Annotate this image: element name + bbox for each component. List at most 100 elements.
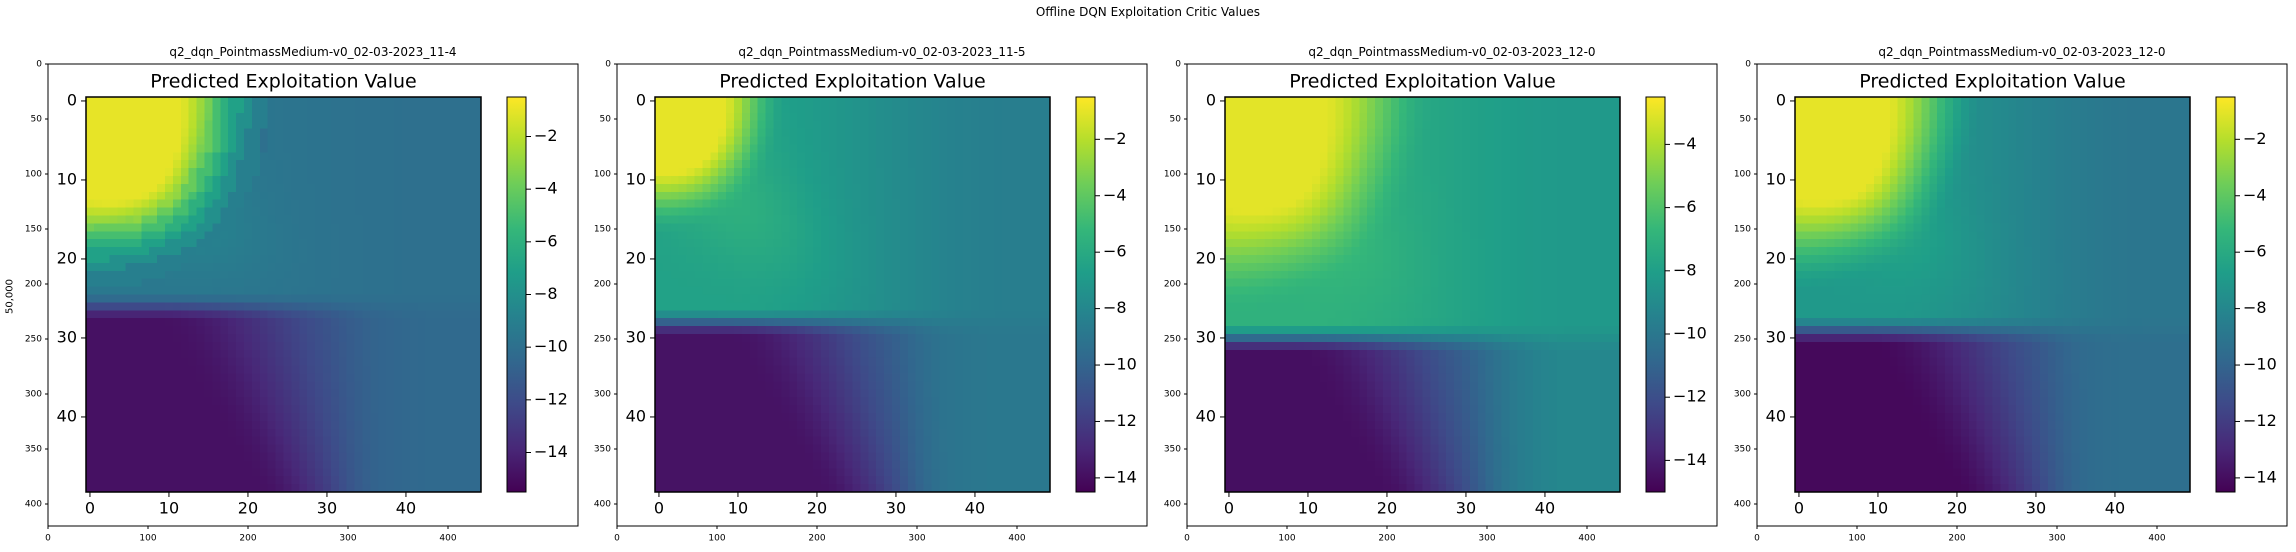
heatmap-ytick-label: 30 — [57, 327, 77, 346]
heatmap-cell — [386, 405, 395, 414]
heatmap-cell — [354, 326, 363, 335]
heatmap-cell — [805, 381, 814, 390]
heatmap-cell — [915, 334, 925, 343]
heatmap-cell — [884, 270, 893, 280]
heatmap-cell — [338, 270, 348, 280]
heatmap-cell — [655, 168, 664, 177]
heatmap-cell — [251, 278, 261, 288]
heatmap-cell — [244, 413, 253, 422]
heatmap-cell — [109, 365, 119, 374]
heatmap-cell — [860, 104, 869, 114]
heatmap-cell — [402, 294, 411, 303]
heatmap-cell — [1042, 128, 1051, 137]
heatmap-cell — [820, 286, 830, 295]
heatmap-cell — [955, 152, 964, 161]
heatmap-cell — [275, 160, 284, 169]
heatmap-cell — [267, 160, 277, 169]
heatmap-cell — [963, 239, 972, 248]
heatmap-cell — [275, 97, 284, 106]
heatmap-cells — [86, 97, 482, 493]
heatmap-cell — [457, 270, 466, 280]
heatmap-cell — [86, 310, 95, 319]
heatmap-cell — [1010, 239, 1019, 248]
heatmap-cell — [212, 476, 221, 485]
heatmap-cell — [892, 247, 901, 256]
heatmap-cell — [686, 160, 695, 169]
heatmap-cell — [899, 168, 909, 177]
heatmap-cell — [686, 223, 695, 232]
heatmap-cell — [101, 262, 111, 272]
heatmap-cell — [299, 120, 308, 130]
heatmap-cell — [275, 357, 284, 367]
heatmap-cell — [330, 128, 340, 137]
heatmap-cell — [757, 373, 767, 382]
heatmap-cell — [165, 397, 174, 406]
heatmap-cell — [172, 318, 182, 327]
heatmap-cell — [402, 144, 411, 153]
heatmap-cell — [196, 97, 205, 106]
heatmap-cell — [655, 341, 664, 351]
heatmap-cell — [251, 326, 261, 335]
heatmap-cell — [963, 247, 972, 256]
heatmap-cell — [180, 152, 190, 161]
heatmap-cell — [749, 160, 759, 169]
heatmap-cell — [686, 326, 695, 335]
heatmap-cell — [228, 278, 237, 288]
heatmap-cell — [757, 199, 767, 209]
heatmap-cell — [828, 223, 838, 232]
heatmap-cell — [283, 341, 292, 351]
heatmap-cell — [149, 365, 158, 374]
heatmap-cell — [702, 112, 711, 122]
heatmap-cell — [417, 168, 427, 177]
heatmap-cell — [330, 215, 340, 224]
heatmap-cell — [220, 318, 229, 327]
heatmap-cell — [907, 341, 917, 351]
heatmap-cell — [165, 326, 174, 335]
heatmap-cell — [251, 97, 261, 106]
heatmap-cell — [947, 207, 956, 216]
heatmap-cell — [338, 128, 348, 137]
heatmap-cell — [251, 373, 261, 382]
heatmap-cell — [315, 136, 324, 145]
heatmap-cell — [196, 152, 205, 161]
heatmap-cell — [101, 334, 111, 343]
heatmap-cell — [425, 191, 435, 201]
heatmap-cell — [386, 199, 395, 209]
heatmap-cell — [86, 334, 95, 343]
heatmap-cell — [402, 136, 411, 145]
heatmap-cell — [923, 405, 932, 414]
heatmap-cell — [1010, 247, 1019, 256]
heatmap-cell — [939, 112, 948, 122]
heatmap-cell — [1002, 270, 1011, 280]
heatmap-cell — [465, 144, 474, 153]
heatmap-cell — [955, 255, 964, 264]
heatmap-cell — [702, 199, 711, 209]
heatmap-cell — [409, 460, 419, 469]
heatmap-cell — [244, 302, 253, 311]
heatmap-cell — [354, 255, 363, 264]
heatmap-cell — [180, 357, 190, 367]
heatmap-cell — [986, 215, 996, 224]
heatmap-cell — [125, 231, 134, 240]
heatmap-cell — [670, 112, 680, 122]
heatmap-cell — [678, 255, 688, 264]
heatmap-cell — [125, 389, 134, 398]
heatmap-cell — [899, 223, 909, 232]
heatmap-cell — [378, 120, 387, 130]
heatmap-cell — [125, 310, 134, 319]
heatmap-cell — [899, 318, 909, 327]
heatmap-cell — [425, 334, 435, 343]
heatmap-cell — [212, 168, 221, 177]
heatmap-cell — [899, 349, 909, 359]
heatmap-cell — [963, 97, 972, 106]
heatmap-cell — [820, 215, 830, 224]
heatmap-cell — [101, 176, 111, 185]
heatmap-cell — [425, 341, 435, 351]
heatmap-cell — [267, 223, 277, 232]
heatmap-cell — [1002, 405, 1011, 414]
heatmap-cell — [330, 381, 340, 390]
heatmap-cell — [876, 223, 885, 232]
heatmap-cell — [915, 104, 925, 114]
heatmap-cell — [323, 373, 332, 382]
heatmap-cell — [789, 413, 798, 422]
